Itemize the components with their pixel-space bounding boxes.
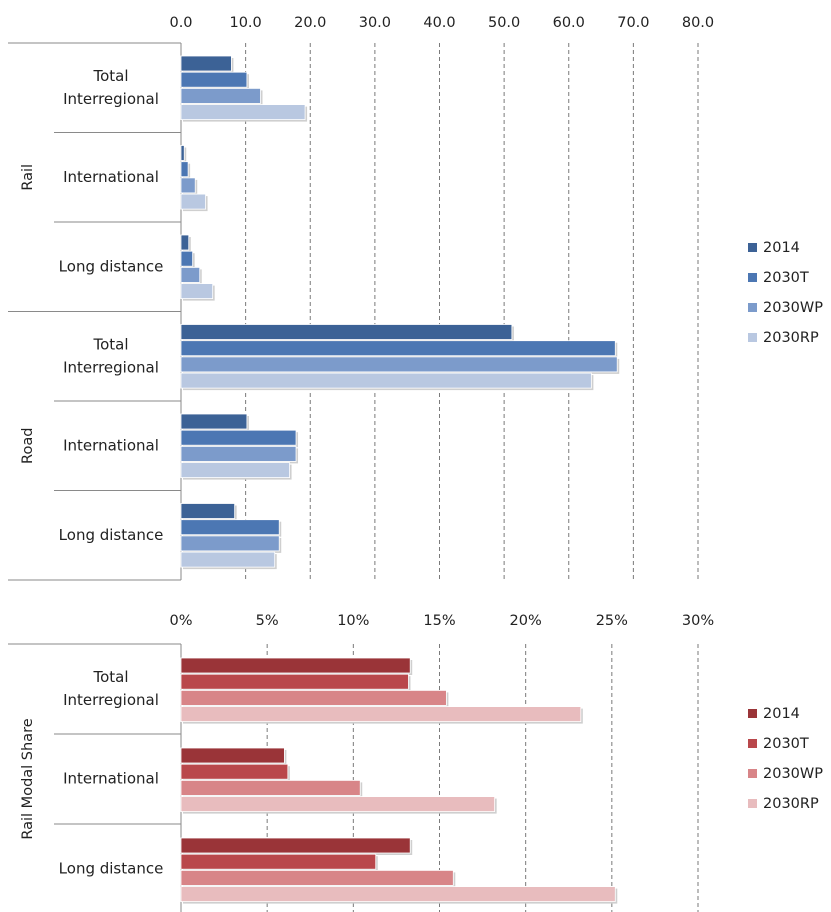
- category-label: Total: [92, 668, 128, 686]
- x-tick-label: 25%: [596, 613, 628, 629]
- legend-label: 2030WP: [763, 300, 823, 316]
- bar-2014-3: [180, 837, 411, 854]
- legend-swatch: [748, 709, 757, 718]
- bar-2030t-1: [180, 71, 248, 88]
- legend-label: 2014: [763, 706, 800, 722]
- x-tick-label: 15%: [423, 613, 455, 629]
- x-tick-label: 10.0: [229, 15, 261, 31]
- category-label: International: [63, 436, 159, 454]
- category-label: Interregional: [63, 358, 159, 376]
- bar-2030rp-2: [180, 796, 496, 812]
- x-tick-label: 30.0: [359, 15, 391, 31]
- bar-2014-2: [180, 747, 285, 764]
- bar-2030wp-1: [180, 88, 261, 104]
- chart-2: 0% 5% 10% 15% 20% 25% 30% Rail Modal Share Total…: [8, 613, 823, 912]
- bar-2014-6: [180, 503, 236, 519]
- category-label: International: [63, 770, 159, 788]
- bar-2030rp-1: [180, 706, 582, 722]
- group-label: Rail Modal Share: [20, 718, 36, 839]
- category-label: International: [63, 168, 159, 186]
- bar-2030t-1: [180, 673, 409, 690]
- x-tick-label: 80.0: [682, 15, 714, 31]
- x-tick-label: 70.0: [617, 15, 649, 31]
- bar-2030rp-3: [180, 283, 214, 300]
- bar-2030t-6: [180, 519, 280, 536]
- x-tick-label: 40.0: [423, 15, 455, 31]
- legend-swatch: [748, 739, 757, 748]
- legend-swatch: [748, 333, 757, 342]
- bar-2030wp-4: [180, 356, 618, 373]
- x-tick-label: 5%: [256, 613, 279, 629]
- bar-2030wp-2: [180, 780, 361, 796]
- bar-2014-2: [180, 145, 185, 161]
- legend-label: 2030T: [763, 270, 809, 286]
- bar-2030wp-3: [180, 266, 201, 283]
- x-tick-label: 20.0: [294, 15, 326, 31]
- bar-2030t-4: [180, 340, 616, 357]
- bar-2030rp-6: [180, 551, 276, 568]
- x-tick-label: 50.0: [488, 15, 520, 31]
- category-label: Long distance: [59, 526, 164, 544]
- bar-2014-1: [180, 55, 232, 72]
- bar-2014-5: [180, 413, 248, 430]
- legend-label: 2030T: [763, 736, 809, 752]
- category-label: Long distance: [59, 257, 164, 275]
- category-label: Interregional: [63, 691, 159, 709]
- bar-2030rp-3: [180, 886, 616, 902]
- category-label: Interregional: [63, 90, 159, 108]
- legend-label: 2014: [763, 240, 800, 256]
- legend-swatch: [748, 769, 757, 778]
- bar-2030wp-5: [180, 445, 297, 462]
- bar-2030rp-1: [180, 104, 306, 120]
- x-tick-label: 30%: [682, 613, 714, 629]
- legend-label: 2030RP: [763, 330, 819, 346]
- bar-2030t-3: [180, 853, 377, 870]
- bar-2030wp-6: [180, 535, 280, 552]
- bar-2030rp-5: [180, 462, 290, 479]
- x-tick-label: 10%: [337, 613, 369, 629]
- bar-2014-1: [180, 657, 411, 674]
- x-tick-label: 0.0: [169, 15, 192, 31]
- x-tick-label: 20%: [510, 613, 542, 629]
- group-label: Rail: [20, 164, 36, 191]
- legend-label: 2030WP: [763, 766, 823, 782]
- bar-2030t-2: [180, 161, 189, 178]
- bar-2030wp-2: [180, 177, 196, 194]
- x-tick-label: 0%: [169, 613, 192, 629]
- category-label: Total: [92, 335, 128, 353]
- category-label: Long distance: [59, 860, 164, 878]
- bar-2030t-5: [180, 429, 297, 446]
- legend-swatch: [748, 243, 757, 252]
- chart-1: 0.0 10.0 20.0 30.0 40.0 50.0 60.0 70.0 80.0 Rail R…: [8, 15, 823, 581]
- bar-2030t-3: [180, 250, 194, 267]
- legend-label: 2030RP: [763, 796, 819, 812]
- legend-swatch: [748, 303, 757, 312]
- group-label: Road: [20, 428, 36, 464]
- bar-2030t-2: [180, 763, 289, 780]
- legend-swatch: [748, 799, 757, 808]
- legend-swatch: [748, 273, 757, 282]
- x-tick-label: 60.0: [553, 15, 585, 31]
- bar-2014-3: [180, 234, 190, 251]
- bar-2030wp-1: [180, 690, 447, 706]
- category-label: Total: [92, 67, 128, 85]
- bar-2014-4: [180, 324, 513, 340]
- bar-2030wp-3: [180, 870, 454, 886]
- bar-2030rp-4: [180, 372, 592, 389]
- bar-2030rp-2: [180, 193, 206, 210]
